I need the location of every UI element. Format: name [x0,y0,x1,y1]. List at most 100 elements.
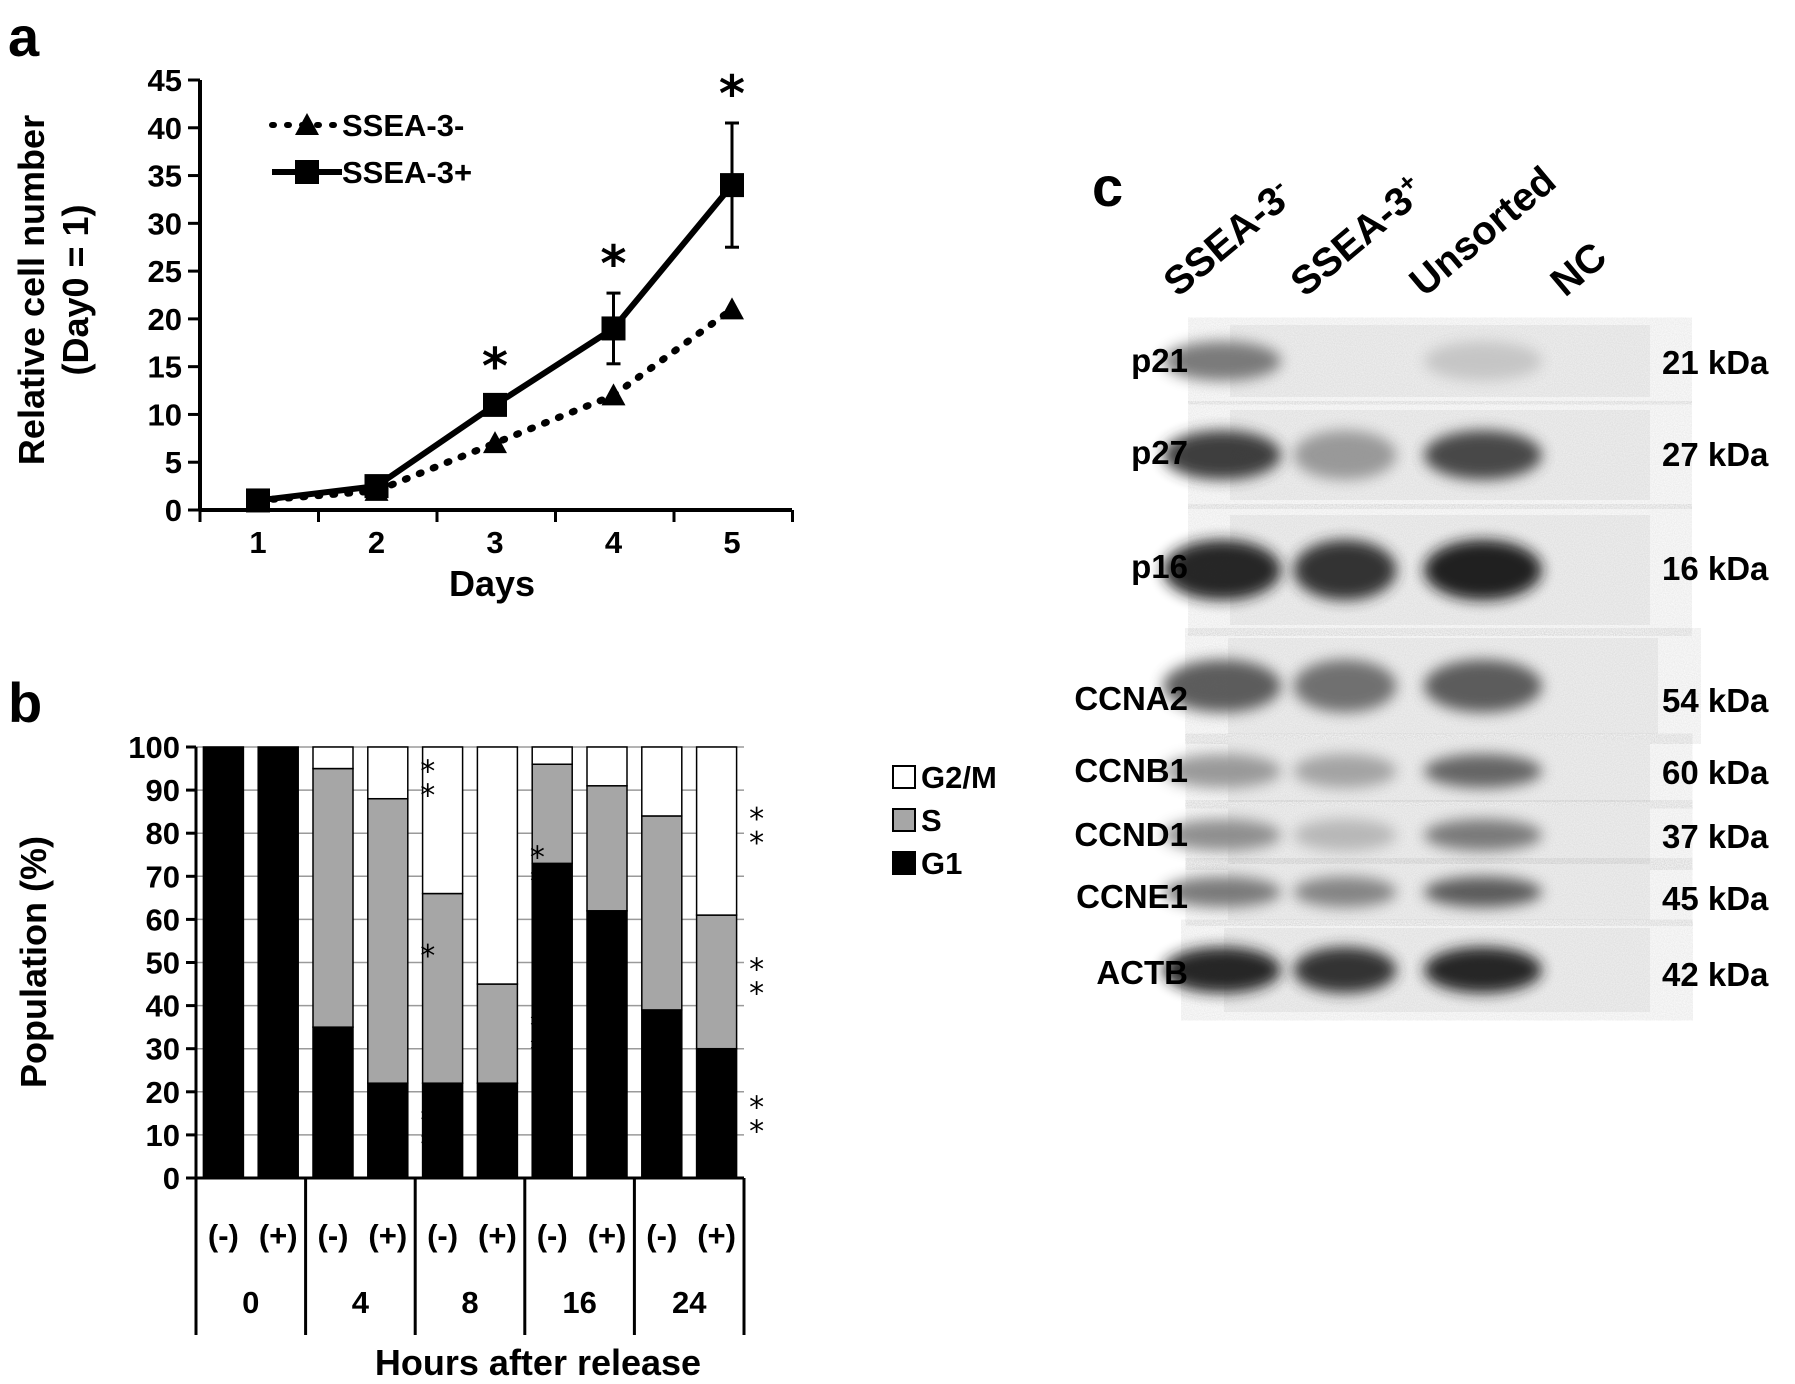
bar-segment-g2m [641,746,683,817]
significance-star: * [530,1009,545,1044]
y-tick-label: 35 [148,159,182,194]
y-tick-label: 0 [163,1161,180,1196]
blot-band [1163,819,1281,851]
x-axis-title: Days [449,563,535,604]
y-axis-title: Population (%) [13,836,54,1088]
legend-label: G2/M [921,760,997,795]
protein-label: CCNE1 [1076,878,1188,915]
y-tick-label: 60 [146,902,180,937]
blot-row: p27 27 kDa [1131,410,1769,500]
lane-header: SSEA-3+ [1281,166,1434,305]
x-category-label: (+) [697,1218,736,1253]
y-axis-title: Relative cell number [11,115,52,465]
x-group-label: 4 [352,1285,370,1320]
bar-segment-g1 [202,746,245,1179]
blot-row: CCNB1 60 kDa [1074,740,1769,802]
significance-star: * [719,65,745,123]
protein-label: CCNA2 [1074,680,1188,717]
blot-band [1424,753,1542,789]
blot-band [1163,876,1281,908]
legend-label: S [921,803,942,838]
blot-band [1424,946,1542,994]
bar-segment-s [421,892,464,1084]
legend-swatch [892,808,916,832]
blot-band [1293,946,1397,994]
y-tick-label: 50 [146,946,180,981]
x-category-label: (+) [368,1218,407,1253]
y-tick-label: 20 [146,1075,180,1110]
y-tick-label: 40 [146,989,180,1024]
blot-row: ACTB 42 kDa [1096,928,1769,1012]
x-category-label: (-) [646,1218,677,1253]
panel-letter-b: b [8,671,42,734]
bar-segment-s [641,815,683,1011]
bar-segment-g1 [367,1082,409,1179]
significance-star: * [530,865,545,900]
bar-segment-g1 [695,1047,738,1179]
x-category-label: (-) [208,1218,239,1253]
y-tick-label: 25 [148,254,182,289]
blot-band [1293,659,1397,713]
protein-label: CCND1 [1074,816,1188,853]
marker-triangle [601,383,626,406]
y-tick-label: 5 [165,445,182,480]
bar-segment-g1 [586,910,628,1179]
significance-star: * [749,826,764,861]
bar-segment-g1 [641,1009,683,1179]
marker-square [720,173,744,198]
blot-band [1163,659,1281,713]
protein-label: p16 [1131,548,1188,585]
bar-segment-g1 [421,1082,464,1179]
bar-segment-g1 [476,1082,519,1179]
blot-band [1163,539,1281,601]
panel-letter-c: c [1092,155,1123,218]
bar-segment-g2m [367,746,409,800]
significance-star: * [530,841,545,876]
y-tick-label: 70 [146,859,180,894]
y-tick-label: 10 [148,397,182,432]
blot-row: p21 21 kDa [1131,325,1769,397]
molecular-weight-label: 27 kDa [1662,436,1769,473]
y-tick-label: 20 [148,302,182,337]
significance-star: * [420,1128,435,1163]
bar-segment-g1 [257,746,299,1179]
x-category-label: (+) [259,1218,298,1253]
blot-band [1424,539,1542,601]
blot-band [1293,819,1397,851]
bar-segment-s [476,983,519,1084]
molecular-weight-label: 45 kDa [1662,880,1769,917]
significance-star: * [420,754,435,789]
x-axis-title: Hours after release [375,1342,701,1383]
lane-header: NC [1543,234,1616,305]
y-tick-label: 80 [146,816,180,851]
blot-row: CCND1 37 kDa [1074,806,1769,864]
legend-swatch [892,765,916,789]
blot-band [1293,876,1397,908]
x-tick-label: 3 [486,525,503,560]
legend-label-ssea3-neg: SSEA-3- [342,108,464,143]
blot-band [1163,946,1281,994]
significance-star: * [749,1115,764,1150]
protein-label: p27 [1131,434,1188,471]
significance-star: * [600,235,626,293]
legend-label: G1 [921,846,962,881]
protein-label: p21 [1131,342,1188,379]
x-group-label: 16 [562,1285,596,1320]
molecular-weight-label: 54 kDa [1662,682,1769,719]
panel-letter-a: a [8,5,40,68]
y-tick-label: 0 [165,493,182,528]
blot-band [1163,753,1281,789]
significance-star: * [749,802,764,837]
marker-square [364,474,389,499]
blot-row: p16 16 kDa [1131,515,1769,625]
significance-star: * [749,977,764,1012]
lane-header-text: Unsorted [1402,158,1565,305]
x-category-label: (-) [537,1218,568,1253]
x-tick-label: 5 [723,525,740,560]
blot-band [1424,341,1542,381]
x-category-label: (+) [478,1218,517,1253]
significance-star: * [530,1033,545,1068]
bar-segment-g2m [695,746,738,916]
bar-segment-g2m [421,746,464,895]
